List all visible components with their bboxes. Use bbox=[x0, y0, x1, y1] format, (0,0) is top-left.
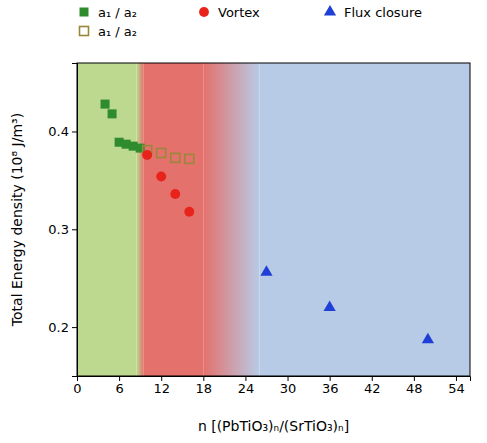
chart: 0 6 12 18 24 30 36 42 48 54 0.2 0.3 0.4 n [(PbTiO₃)ₙ/… bbox=[0, 0, 487, 443]
legend-label: a₁ / a₂ bbox=[98, 24, 137, 39]
legend-item: a₁ / a₂ bbox=[80, 5, 138, 20]
point bbox=[157, 148, 166, 157]
series bbox=[260, 265, 434, 343]
legend-label: a₁ / a₂ bbox=[98, 5, 137, 20]
x-tick-label: 48 bbox=[406, 381, 423, 396]
point bbox=[171, 153, 180, 162]
y-axis: 0.2 0.3 0.4 bbox=[48, 64, 77, 377]
point-group bbox=[185, 154, 194, 163]
legend-swatch bbox=[80, 8, 89, 17]
point bbox=[101, 100, 110, 109]
legend-item: a₁ / a₂ bbox=[80, 24, 138, 39]
x-tick: 42 bbox=[364, 376, 381, 396]
point-group bbox=[260, 265, 272, 276]
legend-swatch bbox=[324, 5, 336, 16]
region bbox=[144, 63, 204, 376]
region bbox=[77, 63, 137, 376]
legend-item: Flux closure bbox=[324, 5, 422, 20]
y-tick-label: 0.4 bbox=[48, 124, 69, 139]
series bbox=[143, 146, 194, 164]
x-tick: 54 bbox=[448, 376, 465, 396]
point-group bbox=[101, 100, 110, 109]
y-tick-mark bbox=[72, 229, 77, 230]
point bbox=[156, 172, 166, 182]
x-tick-label: 36 bbox=[322, 381, 339, 396]
y-axis-line bbox=[72, 64, 78, 377]
x-tick: 24 bbox=[238, 376, 255, 396]
y-tick-mark bbox=[72, 327, 77, 328]
point bbox=[260, 265, 272, 276]
y-tick-label: 0.3 bbox=[48, 222, 69, 237]
x-tick: 18 bbox=[196, 376, 213, 396]
point-group bbox=[157, 148, 166, 157]
series bbox=[142, 150, 194, 217]
point-group bbox=[422, 333, 434, 344]
legend-label: Vortex bbox=[218, 5, 260, 20]
x-axis: 0 6 12 18 24 30 36 42 48 54 bbox=[73, 376, 470, 396]
point-group bbox=[184, 207, 194, 217]
x-tick-label: 6 bbox=[115, 381, 123, 396]
legend: a₁ / a₂ a₁ / a₂ Vortex Flux closure bbox=[80, 5, 422, 39]
legend-swatch bbox=[199, 7, 209, 17]
x-tick-label: 24 bbox=[238, 381, 255, 396]
x-tick: 0 bbox=[73, 376, 81, 396]
x-tick: 48 bbox=[406, 376, 423, 396]
y-tick: 0.4 bbox=[48, 124, 77, 139]
y-tick-mark bbox=[72, 131, 77, 132]
regions bbox=[77, 63, 470, 376]
region-blend bbox=[137, 63, 144, 376]
point bbox=[142, 150, 152, 160]
point bbox=[422, 333, 434, 344]
legend-label: Flux closure bbox=[344, 5, 422, 20]
point bbox=[184, 207, 194, 217]
points bbox=[101, 100, 434, 344]
x-axis-title: n [(PbTiO₃)ₙ/(SrTiO₃)ₙ] bbox=[198, 418, 349, 434]
x-tick-label: 12 bbox=[153, 381, 170, 396]
legend-item: Vortex bbox=[199, 5, 260, 20]
point-group bbox=[171, 153, 180, 162]
x-tick: 36 bbox=[322, 376, 339, 396]
point bbox=[170, 189, 180, 199]
x-tick-label: 0 bbox=[73, 381, 81, 396]
x-tick: 6 bbox=[115, 376, 123, 396]
y-tick-label: 0.2 bbox=[48, 320, 69, 335]
point-group bbox=[108, 109, 117, 118]
x-tick-label: 30 bbox=[280, 381, 297, 396]
legend-swatch bbox=[80, 27, 89, 36]
point-group bbox=[170, 189, 180, 199]
point-group bbox=[156, 172, 166, 182]
point bbox=[324, 300, 336, 311]
y-tick: 0.2 bbox=[48, 320, 77, 335]
region-blend bbox=[203, 63, 259, 376]
x-tick-label: 18 bbox=[196, 381, 213, 396]
y-tick: 0.3 bbox=[48, 222, 77, 237]
y-axis-title: Total Energy density (10⁸ J/m³) bbox=[9, 113, 25, 327]
x-tick: 12 bbox=[153, 376, 170, 396]
point-group bbox=[142, 150, 152, 160]
point bbox=[108, 109, 117, 118]
x-tick-label: 42 bbox=[364, 381, 381, 396]
x-tick: 30 bbox=[280, 376, 297, 396]
point-group bbox=[324, 300, 336, 311]
plot: 0 6 12 18 24 30 36 42 48 54 0.2 0.3 0.4 bbox=[48, 63, 470, 396]
plot-frame bbox=[77, 63, 470, 376]
point bbox=[185, 154, 194, 163]
region bbox=[259, 63, 470, 376]
x-tick-label: 54 bbox=[448, 381, 465, 396]
series bbox=[101, 100, 145, 153]
